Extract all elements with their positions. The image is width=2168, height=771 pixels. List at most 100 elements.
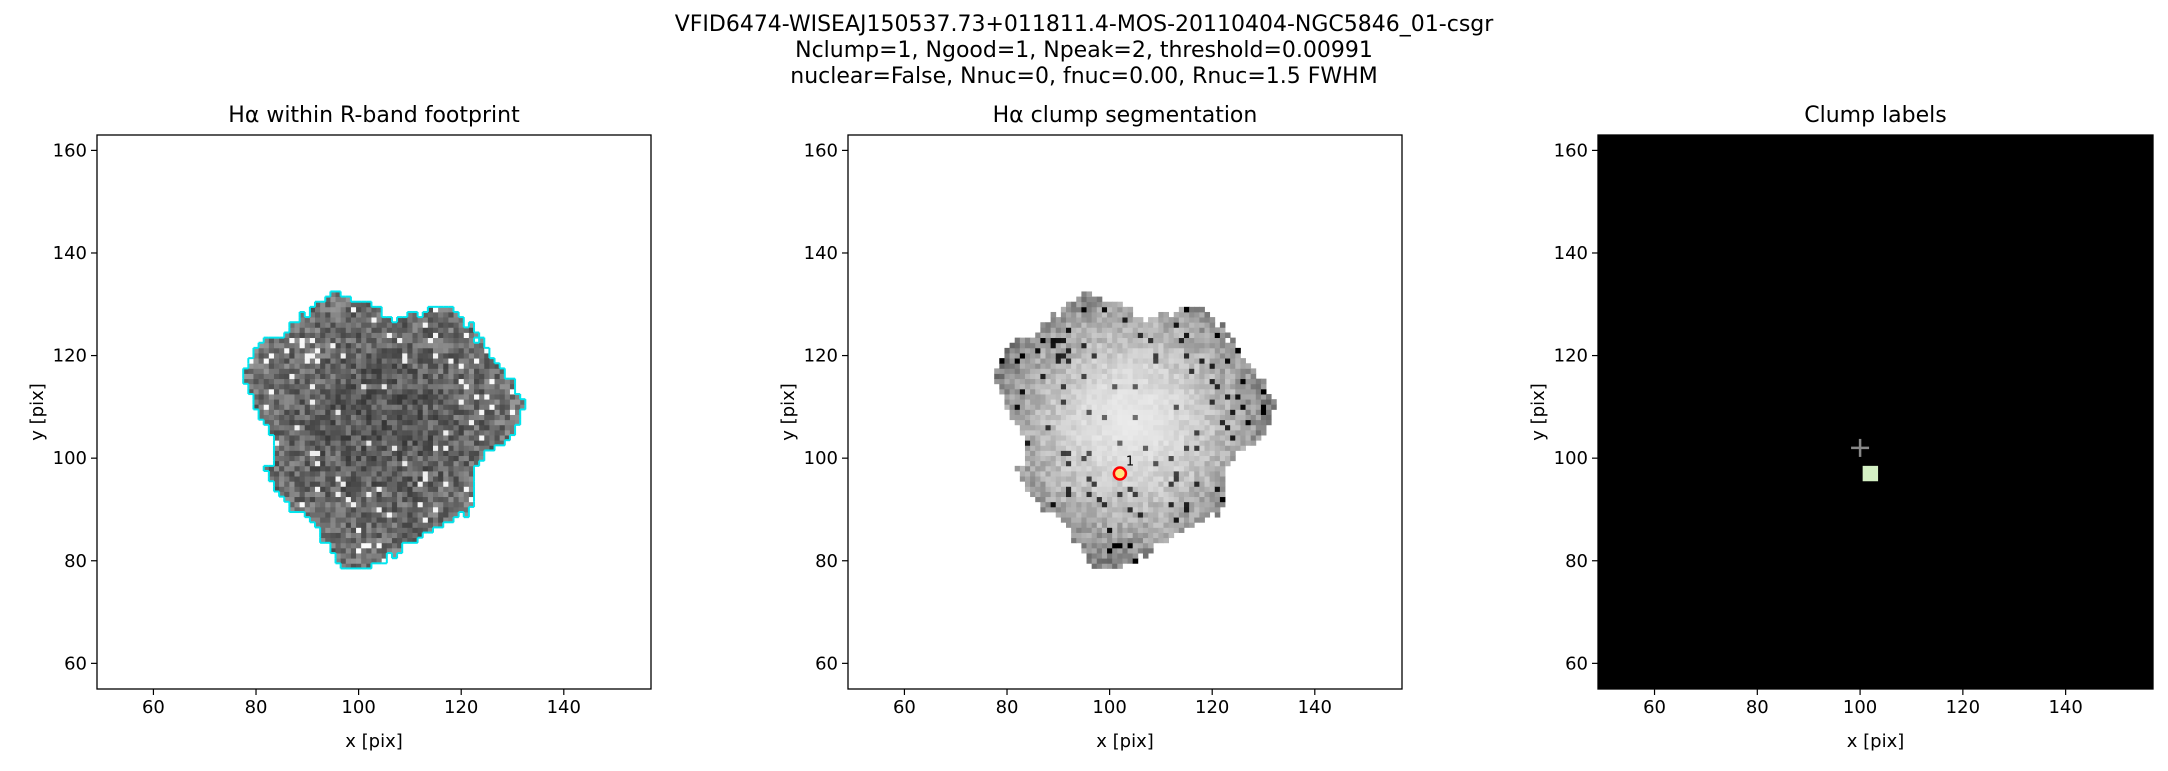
pixel	[350, 542, 357, 549]
pixel	[1050, 445, 1057, 451]
pixel	[366, 486, 372, 492]
pixel	[489, 399, 495, 405]
pixel	[1112, 378, 1118, 385]
pixel	[397, 347, 403, 354]
pixel	[479, 368, 485, 374]
pixel	[1045, 501, 1052, 508]
pixel	[1101, 414, 1108, 421]
pixel	[315, 455, 321, 462]
pixel	[356, 558, 362, 564]
pixel	[1024, 342, 1031, 349]
pixel	[1096, 506, 1103, 513]
pixel	[268, 342, 275, 349]
pixel	[1219, 347, 1226, 354]
pixel	[1101, 491, 1108, 498]
pixel	[1035, 404, 1041, 410]
pixel	[1148, 358, 1154, 364]
pixel	[407, 394, 413, 400]
pixel	[294, 342, 301, 349]
pixel	[1091, 450, 1098, 457]
pixel	[417, 496, 424, 503]
pixel	[335, 347, 342, 354]
pixel	[1101, 501, 1108, 508]
pixel	[1055, 404, 1062, 410]
pixel	[325, 383, 331, 390]
pixel	[304, 342, 311, 349]
pixel	[1209, 481, 1216, 487]
pixel	[1142, 470, 1149, 477]
pixel	[1153, 337, 1159, 344]
pixel	[1086, 419, 1093, 426]
pixel	[345, 347, 352, 354]
pixel	[315, 394, 321, 400]
pixel	[294, 450, 301, 457]
pixel	[1194, 327, 1200, 333]
pixel	[350, 429, 357, 436]
pixel	[1040, 491, 1046, 498]
pixel	[1086, 435, 1093, 441]
pixel	[468, 414, 475, 421]
pixel	[1173, 491, 1180, 498]
pixel	[1214, 491, 1221, 498]
pixel	[1235, 358, 1241, 364]
pixel	[443, 470, 449, 477]
pixel	[412, 409, 419, 415]
pixel	[438, 414, 444, 421]
pixel	[1240, 435, 1246, 441]
pixel	[412, 429, 419, 436]
pixel	[489, 424, 495, 431]
pixel	[1158, 465, 1164, 472]
pixel	[1086, 450, 1093, 457]
pixel	[381, 337, 388, 344]
pixel	[402, 388, 408, 395]
pixel	[289, 481, 295, 487]
pixel	[402, 317, 408, 323]
pixel	[294, 476, 301, 482]
pixel	[289, 404, 295, 410]
pixel	[371, 440, 377, 446]
pixel	[1045, 404, 1052, 410]
pixel	[489, 358, 495, 364]
pixel	[448, 378, 454, 385]
pixel	[386, 353, 393, 359]
pixel	[1107, 522, 1113, 528]
pixel	[1045, 383, 1052, 390]
pixel	[1107, 512, 1113, 518]
pixel	[1091, 409, 1098, 415]
pixel	[1183, 383, 1190, 390]
pixel	[391, 553, 398, 559]
pixel	[1060, 419, 1067, 426]
pixel	[479, 435, 485, 441]
pixel	[253, 378, 259, 385]
pixel	[1199, 429, 1205, 436]
pixel	[1230, 445, 1236, 451]
pixel	[268, 368, 275, 374]
pixel	[366, 481, 372, 487]
pixel	[407, 435, 413, 441]
pixel	[1107, 455, 1113, 462]
pixel	[1148, 445, 1154, 451]
pixel	[294, 481, 301, 487]
pixel	[1076, 429, 1082, 436]
pixel	[1019, 419, 1026, 426]
pixel	[1045, 414, 1052, 421]
pixel	[315, 506, 321, 513]
pixel	[258, 342, 265, 349]
pixel	[366, 368, 372, 374]
clump-region	[1862, 465, 1879, 482]
pixel	[1148, 547, 1154, 554]
pixel	[315, 481, 321, 487]
pixel	[391, 332, 398, 339]
pixel	[1055, 501, 1062, 508]
pixel	[504, 429, 511, 436]
pixel	[1117, 486, 1123, 492]
pixel	[1050, 424, 1057, 431]
pixel	[1199, 383, 1205, 390]
pixel	[1189, 342, 1195, 349]
pixel	[284, 419, 290, 426]
pixel	[1163, 353, 1170, 359]
pixel	[304, 435, 311, 441]
pixel	[361, 301, 367, 308]
pixel	[330, 476, 336, 482]
pixel	[1199, 358, 1205, 364]
